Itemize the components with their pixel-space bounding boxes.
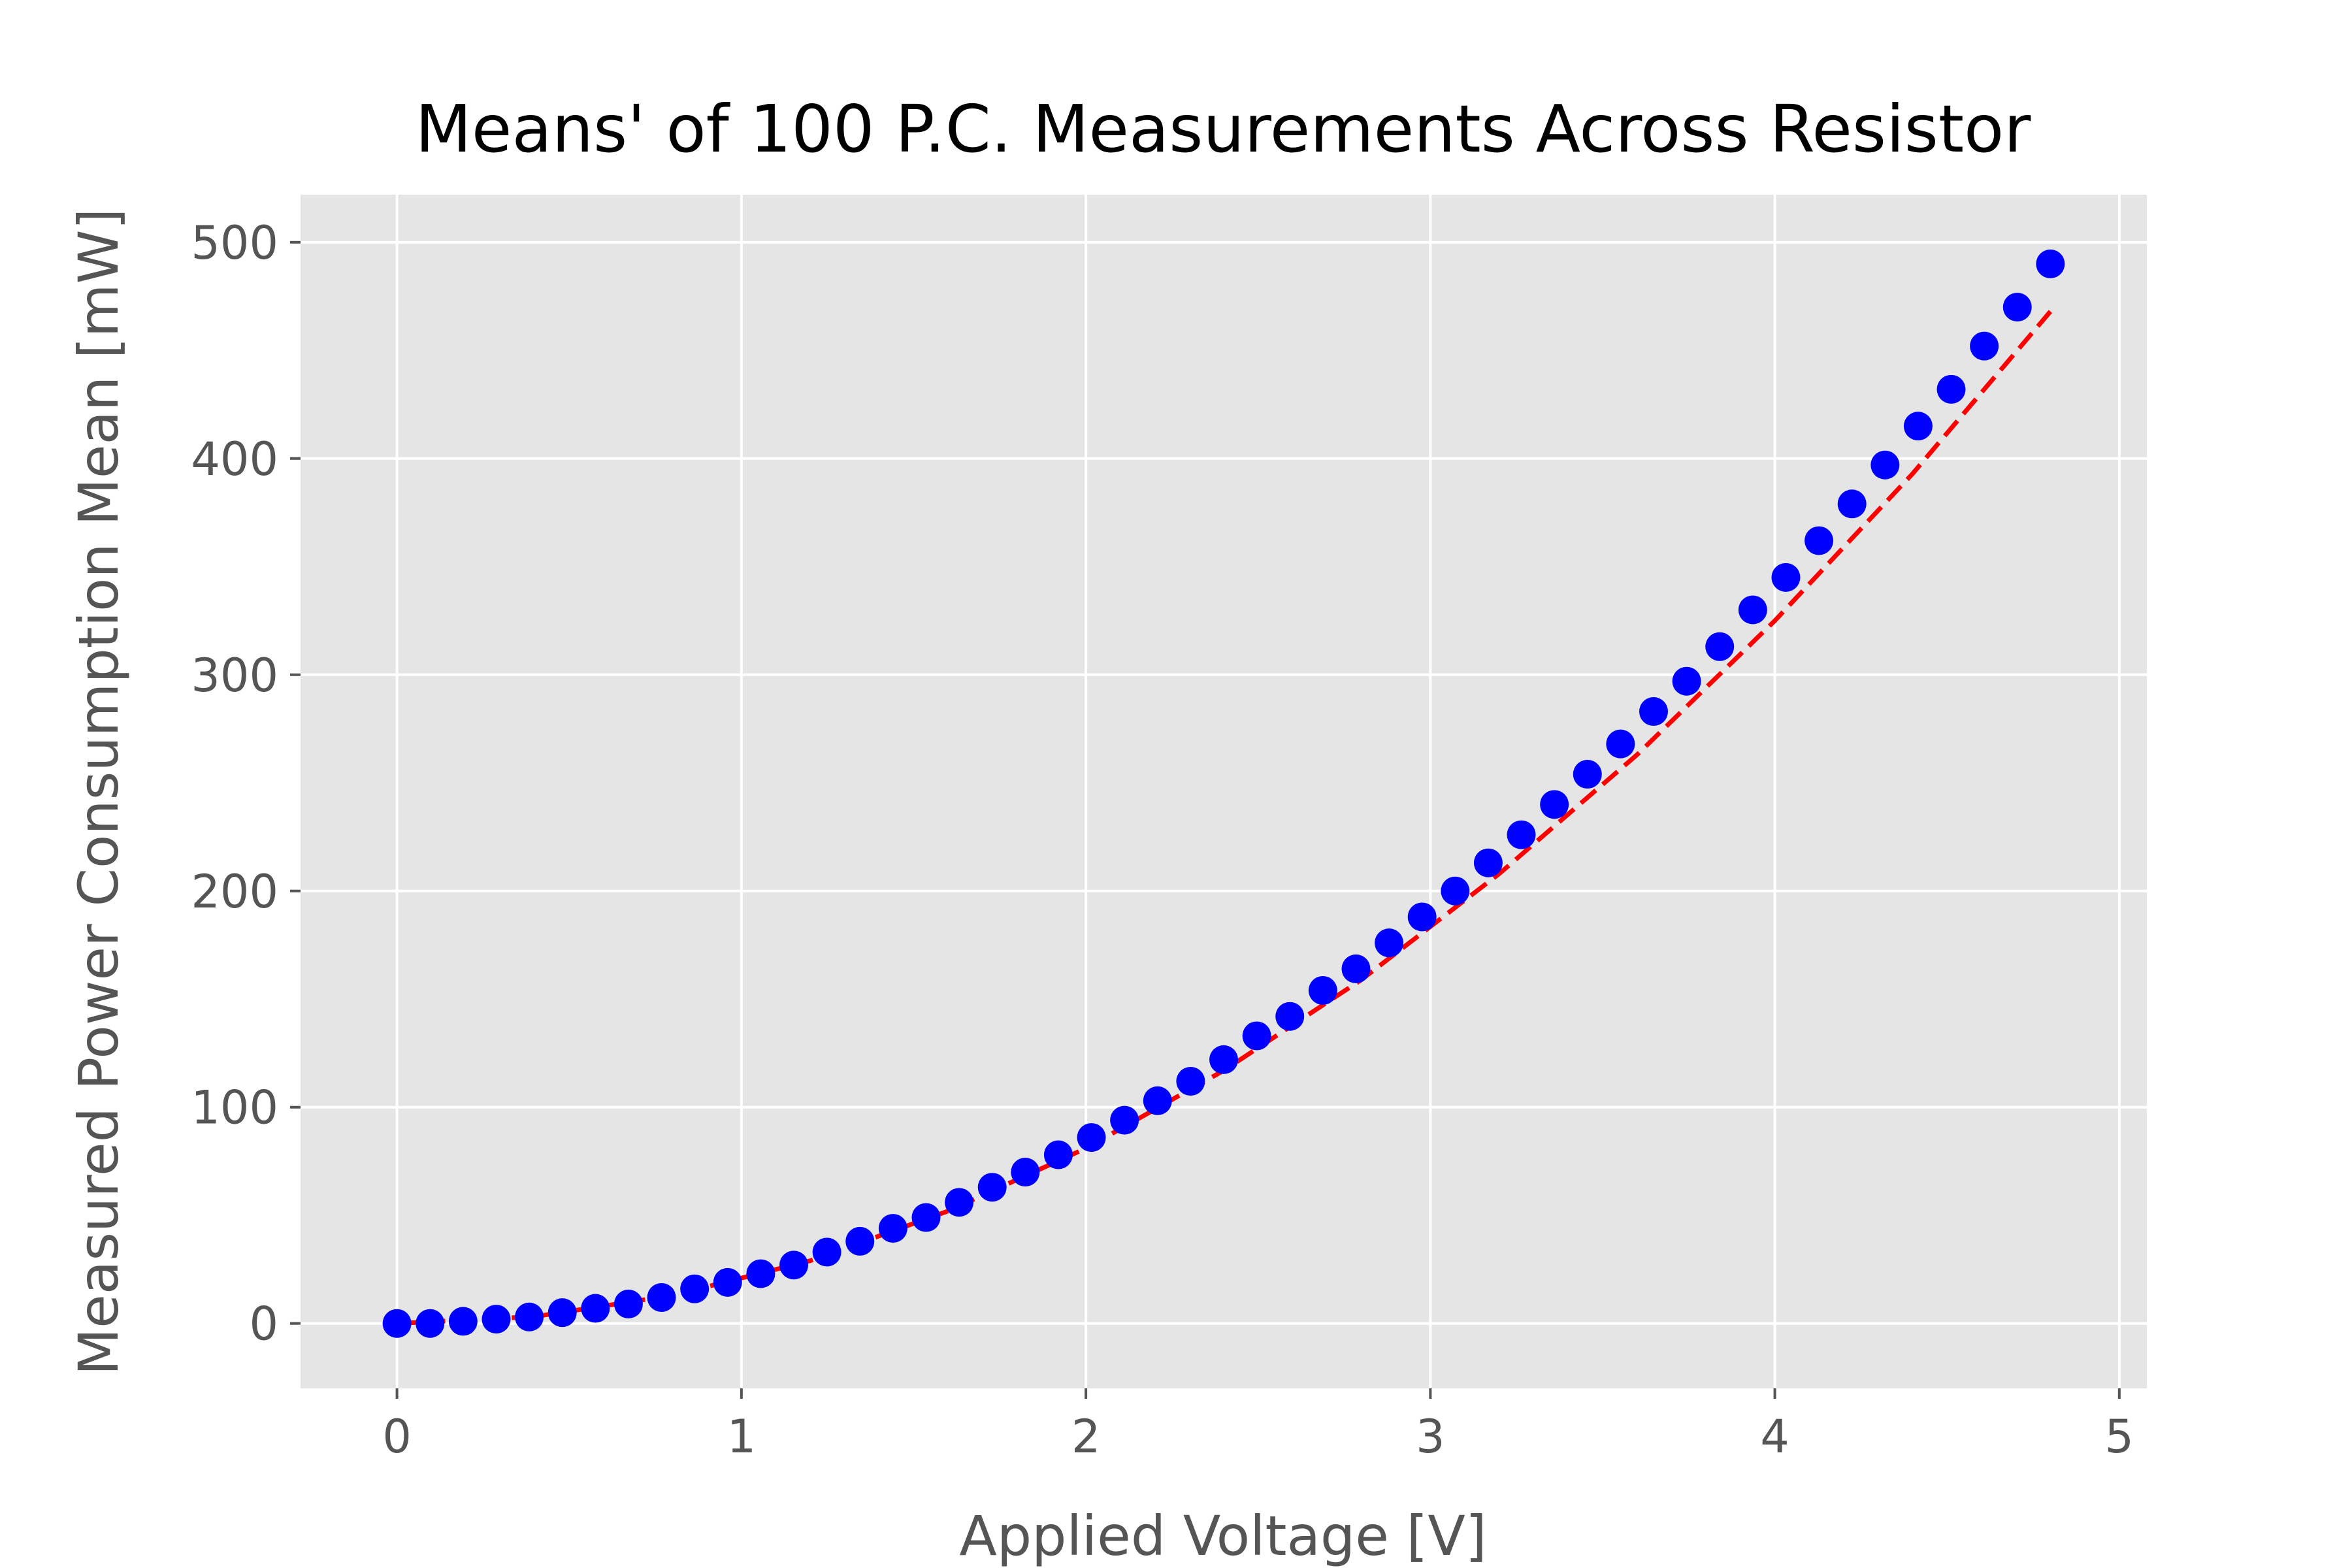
y-tick-label-4: 400	[191, 433, 278, 486]
data-point-13	[812, 1237, 841, 1267]
data-point-23	[1143, 1086, 1172, 1115]
data-point-28	[1308, 976, 1337, 1005]
data-point-39	[1672, 666, 1701, 696]
data-point-43	[1805, 526, 1834, 555]
data-point-37	[1606, 729, 1635, 759]
data-point-27	[1275, 1002, 1305, 1031]
data-point-8	[647, 1282, 676, 1312]
data-point-2	[448, 1307, 478, 1336]
data-point-7	[613, 1289, 643, 1318]
data-point-33	[1473, 848, 1503, 877]
data-point-20	[1043, 1140, 1073, 1169]
data-point-48	[1970, 331, 1999, 361]
data-point-14	[845, 1226, 875, 1256]
data-point-15	[878, 1214, 907, 1243]
grid-lines	[301, 195, 2147, 1388]
data-point-6	[581, 1294, 610, 1323]
data-point-25	[1209, 1045, 1238, 1074]
data-point-16	[911, 1203, 941, 1232]
data-point-17	[945, 1188, 974, 1217]
data-point-41	[1738, 595, 1767, 625]
data-point-22	[1110, 1105, 1139, 1135]
data-point-32	[1441, 876, 1470, 906]
data-point-31	[1407, 902, 1437, 932]
y-axis-label: Measured Power Consumption Mean [mW]	[67, 208, 131, 1376]
data-point-46	[1903, 412, 1933, 441]
data-point-0	[382, 1309, 412, 1338]
data-point-49	[2002, 293, 2032, 322]
data-point-12	[779, 1250, 809, 1280]
data-point-30	[1375, 928, 1404, 958]
x-tick-label-1: 1	[727, 1410, 757, 1463]
data-point-4	[515, 1302, 544, 1331]
data-point-21	[1077, 1123, 1106, 1152]
data-point-45	[1870, 450, 1900, 480]
tick-marks	[290, 240, 2121, 1399]
y-tick-label-5: 500	[191, 216, 278, 270]
data-point-47	[1936, 374, 1966, 404]
data-point-26	[1242, 1021, 1271, 1051]
x-tick-label-2: 2	[1071, 1410, 1101, 1463]
y-tick-label-0: 0	[249, 1298, 278, 1351]
y-tick-label-2: 200	[191, 865, 278, 919]
x-axis-label: Applied Voltage [V]	[959, 1504, 1486, 1568]
data-point-9	[680, 1274, 710, 1303]
data-point-35	[1540, 790, 1569, 819]
data-point-11	[746, 1259, 776, 1288]
x-tick-label-3: 3	[1416, 1410, 1445, 1463]
data-point-44	[1837, 489, 1867, 519]
y-tick-label-3: 300	[191, 649, 278, 702]
x-tick-label-4: 4	[1760, 1410, 1789, 1463]
data-point-29	[1341, 954, 1371, 983]
data-point-36	[1573, 760, 1602, 789]
plot-area	[301, 195, 2147, 1388]
data-point-3	[482, 1305, 511, 1334]
data-point-50	[2036, 249, 2065, 278]
chart-title: Means' of 100 P.C. Measurements Across R…	[416, 91, 2032, 167]
data-point-18	[977, 1173, 1007, 1202]
data-point-1	[416, 1309, 445, 1338]
tick-labels: 0 1 2 3 4 5 0 100 200 300 400 500	[191, 216, 2134, 1463]
y-tick-label-1: 100	[191, 1081, 278, 1135]
data-point-40	[1705, 632, 1735, 661]
data-point-38	[1639, 697, 1668, 727]
data-point-42	[1771, 563, 1801, 592]
data-point-34	[1507, 820, 1536, 849]
data-point-19	[1011, 1158, 1040, 1187]
data-point-10	[713, 1267, 742, 1297]
data-points	[382, 249, 2065, 1338]
data-point-24	[1176, 1067, 1205, 1096]
data-point-5	[547, 1298, 577, 1328]
x-tick-label-5: 5	[2105, 1410, 2134, 1463]
x-tick-label-0: 0	[382, 1410, 412, 1463]
